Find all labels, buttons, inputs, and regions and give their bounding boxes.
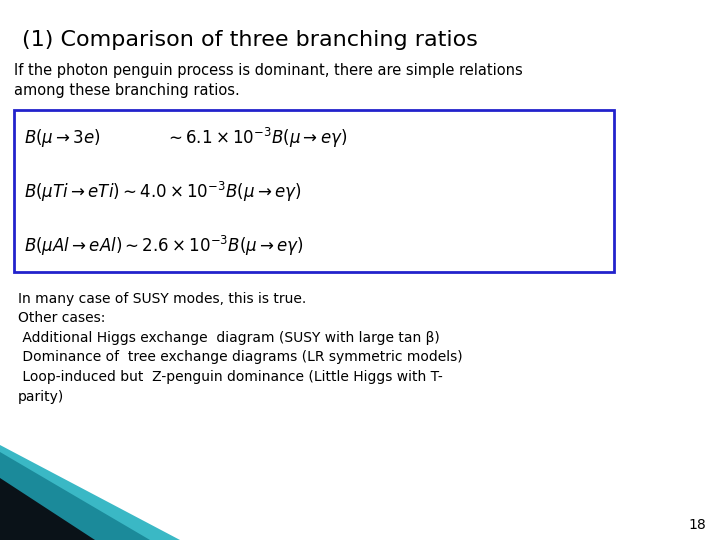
Text: In many case of SUSY modes, this is true.
Other cases:
 Additional Higgs exchang: In many case of SUSY modes, this is true… [18,292,463,403]
Text: $B(\mu \rightarrow 3e) \qquad\qquad \sim 6.1 \times 10^{-3}B(\mu \rightarrow e\g: $B(\mu \rightarrow 3e) \qquad\qquad \sim… [24,126,347,150]
Text: If the photon penguin process is dominant, there are simple relations
among thes: If the photon penguin process is dominan… [14,63,523,98]
Text: (1) Comparison of three branching ratios: (1) Comparison of three branching ratios [22,30,478,50]
Text: $B(\mu Ti \rightarrow eTi) \sim 4.0 \times 10^{-3}B(\mu \rightarrow e\gamma)$: $B(\mu Ti \rightarrow eTi) \sim 4.0 \tim… [24,180,302,204]
Text: 18: 18 [688,518,706,532]
FancyBboxPatch shape [14,110,614,272]
Polygon shape [0,478,95,540]
Text: $B(\mu Al \rightarrow eAl) \sim 2.6 \times 10^{-3}B(\mu \rightarrow e\gamma)$: $B(\mu Al \rightarrow eAl) \sim 2.6 \tim… [24,234,304,258]
Polygon shape [0,452,150,540]
Polygon shape [0,445,180,540]
